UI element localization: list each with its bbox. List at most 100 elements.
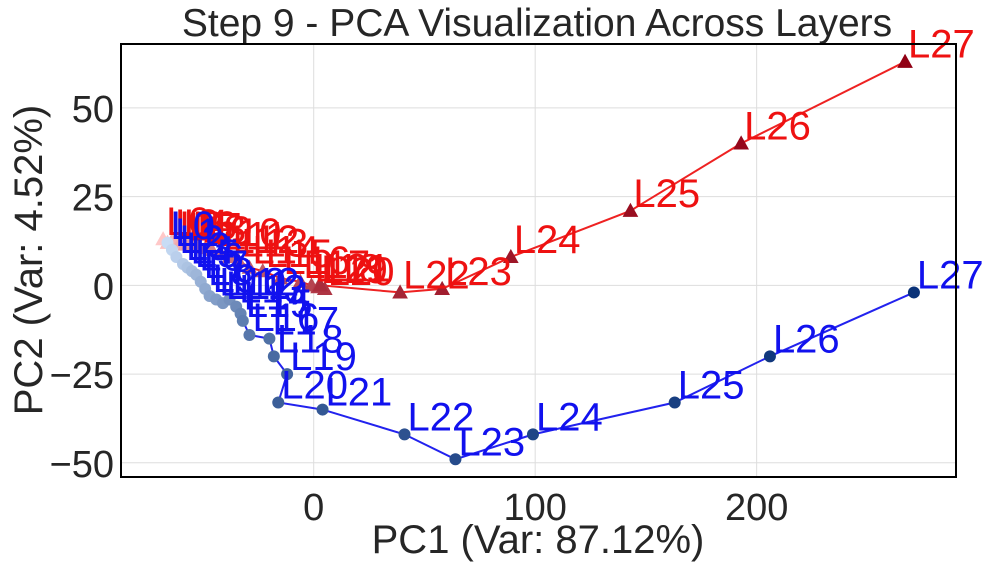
red-triangle-marker xyxy=(897,53,913,68)
x-tick-label: 0 xyxy=(303,487,324,529)
red-point-label: L21 xyxy=(323,246,390,290)
blue-point-label: L4 xyxy=(190,229,235,273)
blue-circle-marker xyxy=(668,396,681,409)
red-point-label: L8 xyxy=(202,207,247,251)
blue-circle-marker xyxy=(449,453,462,466)
blue-point-label: L25 xyxy=(678,363,745,407)
red-point-label: L3 xyxy=(179,204,224,248)
blue-point-label: L27 xyxy=(917,253,984,297)
blue-point-label: L19 xyxy=(290,335,357,379)
red-triangle-marker xyxy=(203,241,220,256)
blue-point-label: L14 xyxy=(244,275,311,319)
red-triangle-marker xyxy=(230,252,247,267)
red-point-label: L14 xyxy=(252,229,319,273)
point-labels: L0L1L2L3L4L5L6L7L8L9L10L11L12L13L14L15L1… xyxy=(166,23,984,465)
y-tick-label: −50 xyxy=(50,444,114,486)
y-tick-label: 0 xyxy=(93,266,114,308)
blue-point-label: L18 xyxy=(277,317,344,361)
blue-circle-marker xyxy=(243,329,256,342)
red-point-label: L1 xyxy=(171,204,216,248)
blue-point-label: L23 xyxy=(458,420,525,464)
y-tick-label: 50 xyxy=(72,89,114,131)
red-triangle-marker xyxy=(434,280,451,295)
blue-point-label: L6 xyxy=(199,236,244,280)
red-point-label: L11 xyxy=(224,214,288,258)
axis-ticks: 0 100 200 −50 −25 0 25 50 xyxy=(50,89,789,529)
red-point-label: L13 xyxy=(241,222,308,266)
blue-point-label: L24 xyxy=(536,395,603,439)
red-point-label: L22 xyxy=(403,253,470,297)
red-triangle-marker xyxy=(272,270,289,285)
blue-circle-marker xyxy=(281,368,294,381)
red-point-label: L25 xyxy=(633,172,700,216)
y-tick-label: −25 xyxy=(50,355,114,397)
red-point-label: L18 xyxy=(314,246,381,290)
red-point-label: L19 xyxy=(321,248,388,292)
red-point-label: L5 xyxy=(188,206,233,250)
chart-title: Step 9 - PCA Visualization Across Layers xyxy=(182,2,892,45)
red-point-label: L10 xyxy=(215,211,282,255)
blue-circle-marker xyxy=(398,428,411,441)
y-tick-label: 25 xyxy=(72,178,114,220)
blue-point-label: L26 xyxy=(773,317,840,361)
blue-point-label: L15 xyxy=(246,282,313,326)
blue-point-label: L20 xyxy=(281,363,348,407)
blue-circle-marker xyxy=(236,314,249,327)
x-axis-label: PC1 (Var: 87.12%) xyxy=(372,518,705,562)
blue-point-label: L8 xyxy=(208,250,253,294)
red-point-label: L23 xyxy=(445,250,512,294)
blue-circle-marker xyxy=(526,428,539,441)
red-point-label: L15 xyxy=(266,232,333,276)
x-tick-label: 200 xyxy=(725,487,788,529)
y-axis-label: PC2 (Var: 4.52%) xyxy=(7,105,51,416)
blue-circle-marker xyxy=(263,332,276,345)
red-triangle-marker xyxy=(221,248,238,264)
grid-lines xyxy=(121,44,956,477)
blue-point-label: L22 xyxy=(408,395,475,439)
red-point-label: L17 xyxy=(303,243,370,287)
blue-point-label: L2 xyxy=(179,218,224,262)
red-point-label: L26 xyxy=(744,104,811,148)
blue-circle-marker xyxy=(267,350,280,363)
red-triangle-marker xyxy=(392,284,408,299)
data-markers xyxy=(155,53,920,466)
blue-circle-marker xyxy=(763,350,776,363)
blue-circle-marker xyxy=(272,396,285,409)
blue-point-label: L5 xyxy=(195,232,240,276)
red-point-label: L20 xyxy=(328,250,395,294)
red-triangle-marker xyxy=(733,135,750,150)
blue-point-label: L12 xyxy=(233,261,300,305)
blue-point-label: L11 xyxy=(226,264,290,308)
blue-point-label: L16 xyxy=(252,296,319,340)
red-point-label: L7 xyxy=(197,206,242,250)
blue-point-label: L21 xyxy=(326,371,393,415)
blue-point-label: L0 xyxy=(171,204,216,248)
x-tick-label: 100 xyxy=(503,487,566,529)
red-triangle-marker xyxy=(241,259,258,274)
red-triangle-marker xyxy=(622,202,639,217)
red-point-label: L2 xyxy=(175,202,220,246)
red-triangle-marker xyxy=(312,277,329,292)
red-point-label: L0 xyxy=(166,200,211,244)
blue-point-label: L10 xyxy=(219,261,286,305)
red-triangle-marker xyxy=(502,248,519,264)
red-point-label: L16 xyxy=(283,239,350,283)
blue-point-label: L1 xyxy=(175,211,220,255)
red-triangle-marker xyxy=(254,263,271,278)
blue-point-label: L13 xyxy=(239,268,306,312)
red-point-label: L12 xyxy=(233,218,300,262)
red-point-label: L24 xyxy=(514,218,581,262)
blue-point-label: L17 xyxy=(272,300,339,344)
blue-circle-marker xyxy=(316,403,329,416)
red-point-label: L6 xyxy=(193,204,238,248)
blue-point-label: L7 xyxy=(204,243,249,287)
blue-circle-marker xyxy=(907,286,920,299)
plot-frame xyxy=(120,43,957,478)
blue-point-label: L3 xyxy=(186,225,231,269)
blue-point-label: L9 xyxy=(213,257,258,301)
red-triangle-marker xyxy=(292,273,309,288)
red-point-label: L4 xyxy=(184,202,229,246)
red-triangle-marker xyxy=(212,245,229,260)
red-point-label: L9 xyxy=(208,209,253,253)
